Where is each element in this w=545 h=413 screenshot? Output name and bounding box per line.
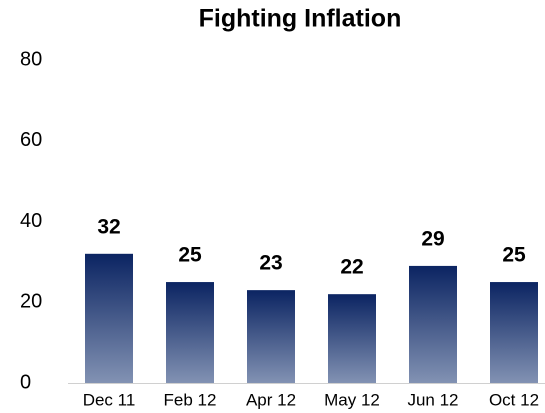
bar xyxy=(247,290,295,383)
value-label: 23 xyxy=(259,252,282,275)
y-tick-label: 20 xyxy=(20,291,42,313)
value-label: 25 xyxy=(178,244,202,267)
y-tick-label: 60 xyxy=(20,129,42,151)
bar xyxy=(409,265,457,383)
y-tick-label: 40 xyxy=(20,210,42,232)
value-label: 25 xyxy=(502,244,526,267)
bar xyxy=(166,282,214,383)
value-label: 22 xyxy=(340,256,363,279)
x-tick-label: Apr 12 xyxy=(246,390,296,409)
x-tick-label: Dec 11 xyxy=(83,390,136,409)
y-tick-label: 80 xyxy=(20,48,42,70)
bar xyxy=(328,294,376,383)
chart-title: Fighting Inflation xyxy=(199,5,402,33)
value-label: 32 xyxy=(97,215,120,238)
x-tick-label: Feb 12 xyxy=(164,390,217,409)
x-tick-label: Oct 12 xyxy=(489,390,539,409)
x-tick-label: May 12 xyxy=(324,390,380,409)
x-tick-label: Jun 12 xyxy=(407,390,458,409)
value-label: 29 xyxy=(421,227,444,250)
y-tick-label: 0 xyxy=(20,371,31,393)
bar xyxy=(490,282,538,383)
bar xyxy=(85,253,133,383)
